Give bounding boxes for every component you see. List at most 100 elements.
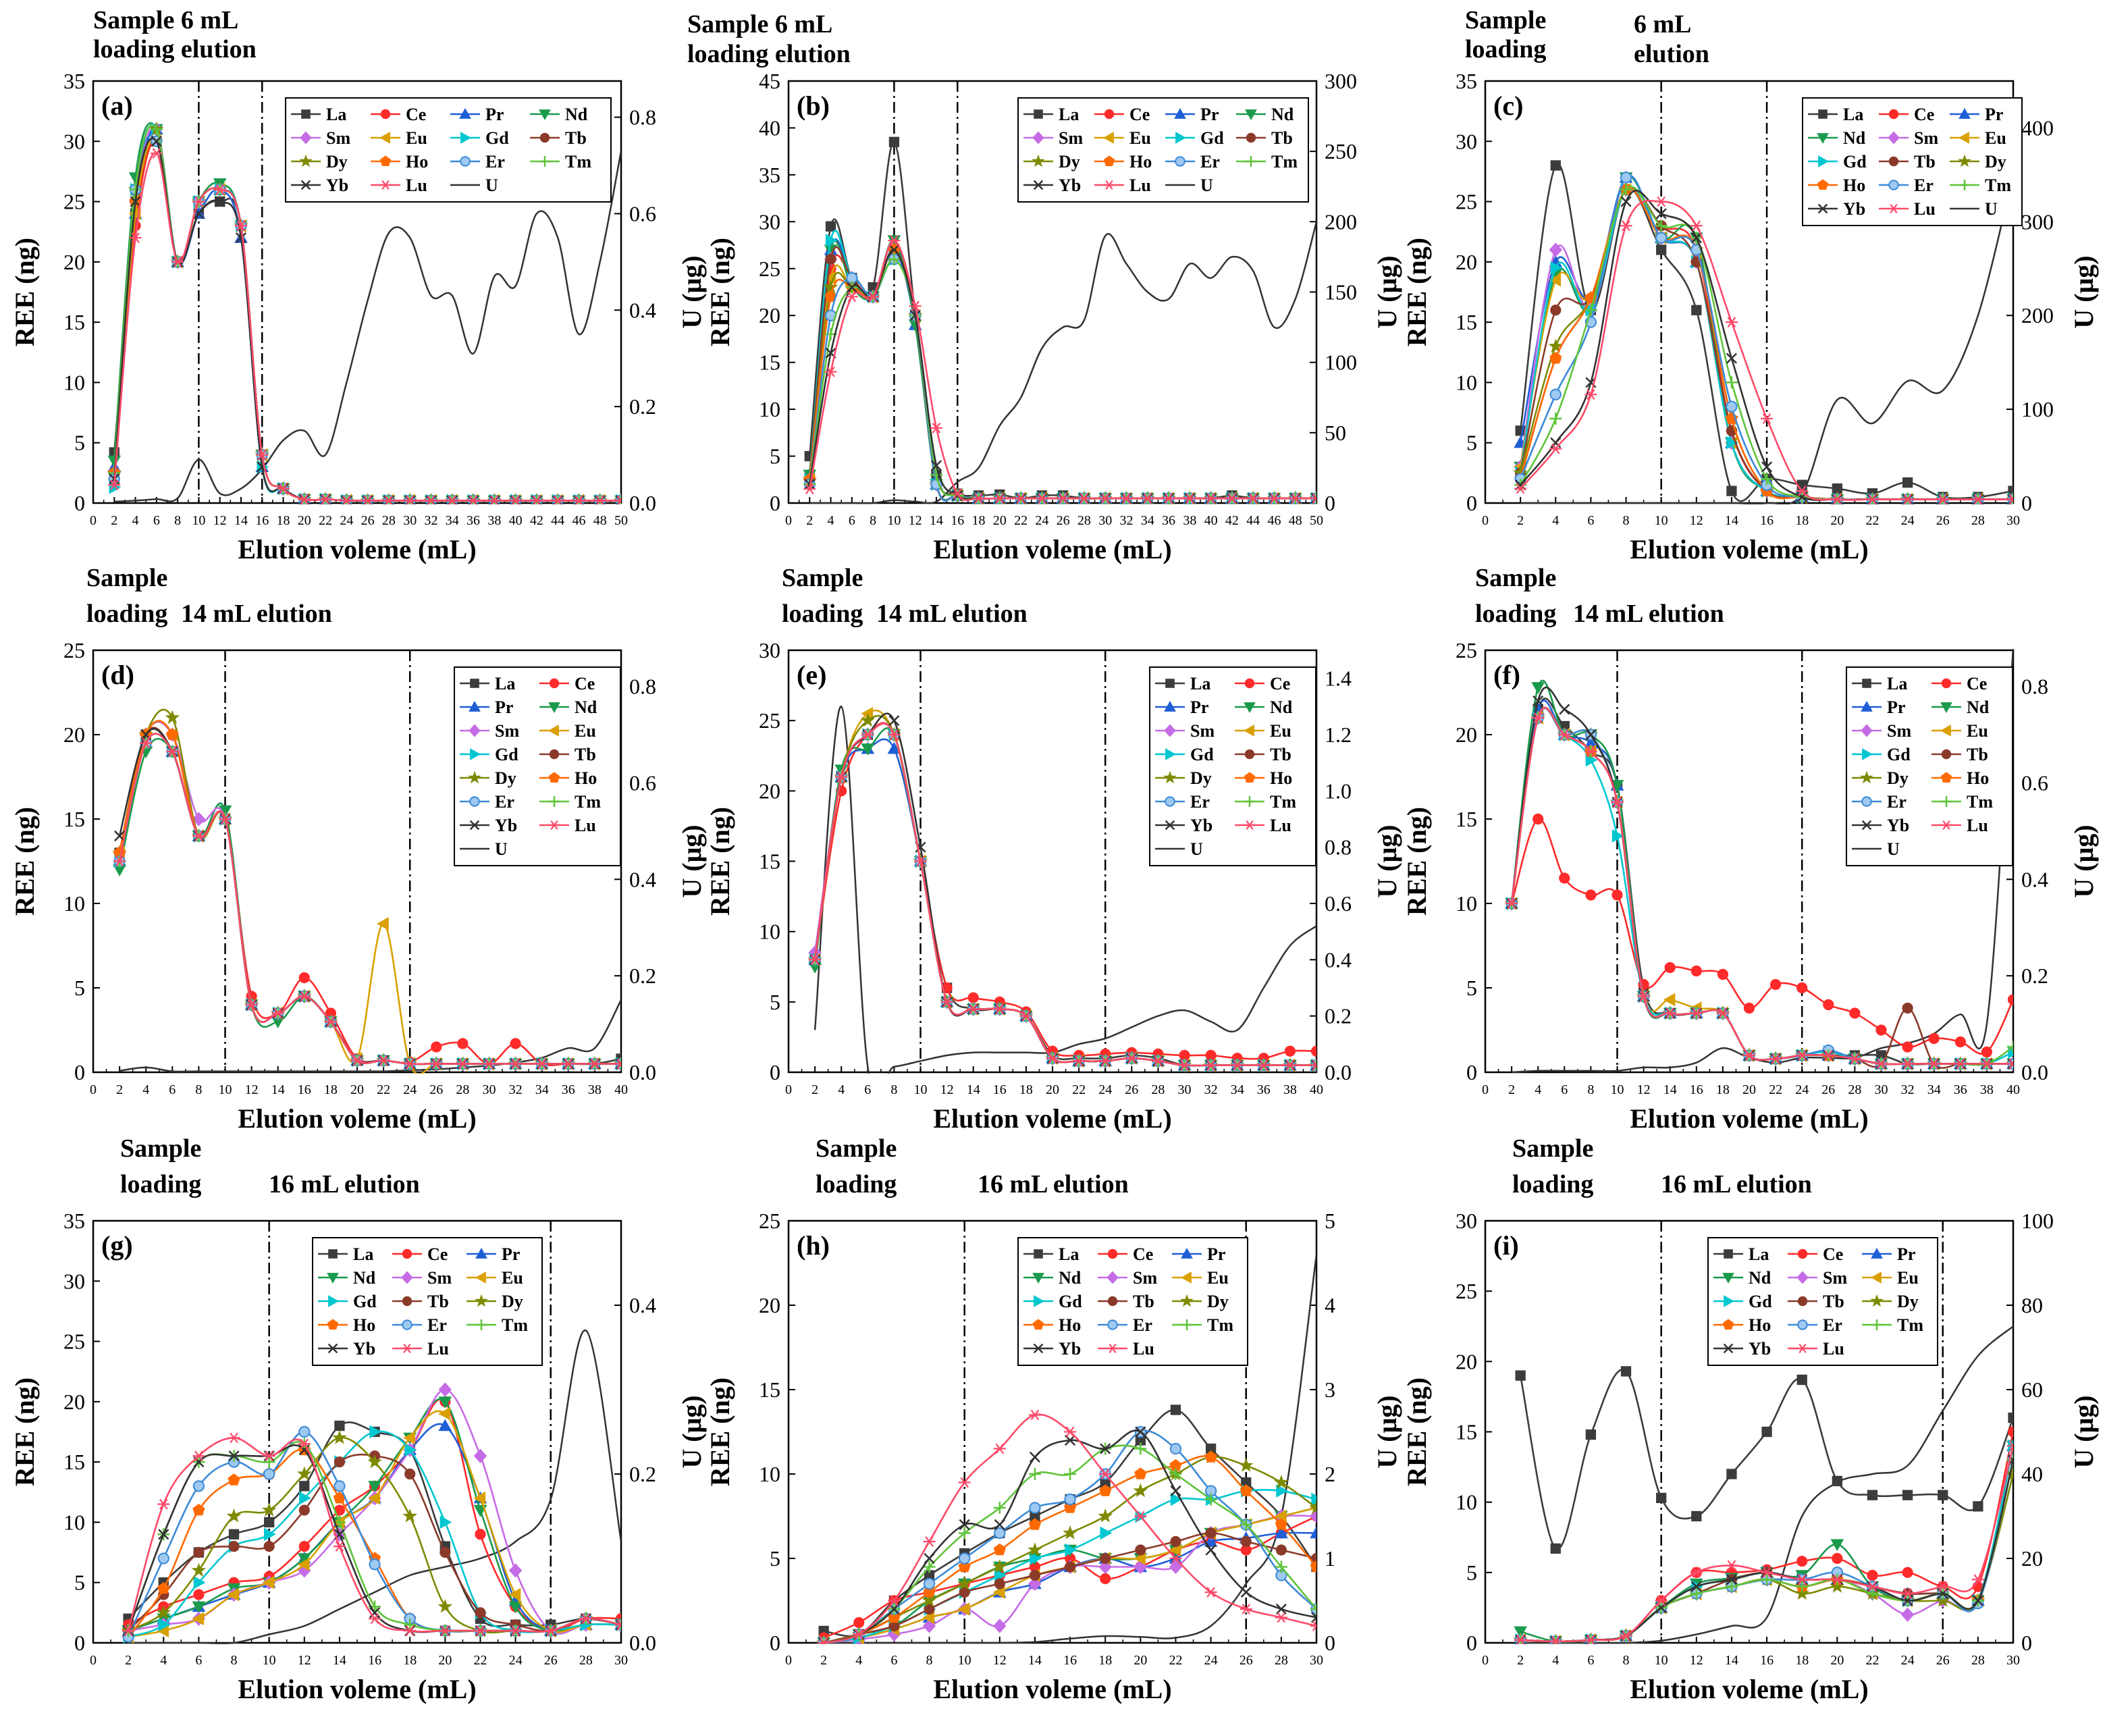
legend-label: Lu: [406, 176, 427, 195]
x-tick-label: 20: [1134, 1653, 1147, 1668]
series-Lu: [818, 1409, 1316, 1644]
legend-box: [1802, 97, 2023, 226]
legend-item-U: U: [1852, 839, 1900, 859]
data-point-Yb: [158, 1529, 169, 1540]
data-point-Yb: [930, 460, 942, 471]
data-point-Gd: [369, 1425, 382, 1439]
legend-item-Sm: Sm: [291, 128, 350, 148]
series-line-U: [1520, 1325, 2013, 1644]
legend-item-Gd: Gd: [1808, 152, 1867, 172]
legend-item-Pr: Pr: [1852, 698, 1905, 717]
data-point-Lu: [213, 184, 226, 195]
x-tick-label: 2: [116, 1082, 123, 1097]
x-tick-label: 24: [403, 1082, 417, 1097]
x-tick-label: 36: [1954, 1082, 1967, 1097]
data-point-Pr: [1275, 1526, 1288, 1539]
legend-item-Ho: Ho: [539, 768, 597, 788]
data-point-La: [264, 1517, 275, 1528]
data-point-Ho: [993, 1543, 1006, 1556]
legend-item-U: U: [450, 176, 498, 195]
plot-area: [816, 1254, 1316, 1644]
legend-label: La: [326, 105, 346, 124]
legend-item-Lu: Lu: [539, 816, 596, 835]
data-point-Gd: [1170, 1492, 1183, 1506]
x-tick-label: 24: [1901, 1653, 1915, 1668]
y-tick-label: 25: [759, 1209, 780, 1233]
legend-item-Gd: Gd: [1023, 1292, 1082, 1311]
legend-label: Lu: [1133, 1339, 1154, 1359]
data-point-Lu: [1866, 1581, 1879, 1592]
chart-panel-d: 0 2 4 6 8 10 12 14 16 18 20 22 24 26 28 30 32 34 36 38 40051…: [9, 564, 707, 1134]
data-point-Lu: [1310, 1059, 1316, 1071]
x-tick-label: 26: [361, 513, 375, 528]
y-tick-label: 0: [74, 1060, 85, 1084]
x-tick-label: 0: [1482, 1653, 1489, 1668]
data-point-Nd: [1514, 1626, 1527, 1639]
data-point-Ce: [457, 1038, 469, 1049]
legend-item-Dy: Dy: [1862, 1292, 1919, 1311]
legend-marker: [1871, 1319, 1882, 1330]
data-point-Er: [298, 1425, 311, 1438]
legend-marker: [328, 1295, 340, 1307]
legend-box: [1707, 1237, 1938, 1366]
x-tick-label: 14: [333, 1653, 346, 1668]
x-tick-label: 0: [90, 1082, 97, 1097]
data-point-Yb: [1135, 1426, 1146, 1438]
x-tick-label: 18: [277, 513, 290, 528]
y-tick-label: 10: [759, 1462, 780, 1486]
y-tick-label: 25: [1456, 1279, 1477, 1303]
series-line-Tb: [1520, 1459, 2013, 1643]
data-point-Tb: [825, 253, 836, 265]
data-point-Lu: [1584, 746, 1597, 757]
legend-item-Nd: Nd: [1236, 105, 1294, 124]
data-point-Lu: [1141, 493, 1154, 504]
data-point-La: [1832, 483, 1842, 494]
legend-marker: [1244, 678, 1255, 689]
data-point-Ce: [1240, 1544, 1252, 1556]
data-point-Lu: [1690, 220, 1703, 232]
data-point-Yb: [1064, 1434, 1076, 1446]
data-point-Lu: [1257, 1059, 1270, 1071]
y-tick-label: 30: [63, 1269, 85, 1293]
data-point-Pr: [1310, 1526, 1316, 1539]
legend-marker: [1107, 1319, 1118, 1330]
data-point-Tb: [1550, 305, 1562, 316]
series-line-Ce: [128, 1398, 621, 1632]
legend-marker: [1941, 796, 1952, 807]
data-point-Tm: [2007, 1041, 2013, 1053]
legend: La Ce Pr Nd Sm Eu Gd Tb Dy Ho Er Tm Yb Lu: [1707, 1237, 1938, 1366]
data-point-Nd: [192, 1601, 206, 1614]
data-point-Tb: [1205, 1527, 1217, 1539]
data-point-Tb: [1902, 1002, 1913, 1014]
legend-item-Gd: Gd: [1852, 745, 1911, 764]
data-point-Lu: [1725, 1560, 1738, 1571]
data-point-Er: [994, 1527, 1006, 1540]
panel-annotation: elution: [1634, 40, 1709, 68]
y2-tick-label: 0.0: [629, 491, 656, 515]
y2-tick-label: 0: [2021, 491, 2032, 515]
plot-area: [1513, 160, 2013, 504]
y-tick-label: 15: [759, 350, 780, 375]
legend-marker: [1796, 1271, 1809, 1284]
legend-item-Eu: Eu: [1094, 128, 1151, 148]
legend-marker: [327, 1273, 339, 1284]
legend-label: Tm: [1897, 1315, 1923, 1335]
legend-item-Gd: Gd: [1713, 1292, 1772, 1311]
y2-axis-label: U (μg): [2069, 255, 2099, 328]
data-point-Lu: [1620, 1630, 1632, 1641]
y-tick-label: 20: [759, 1293, 780, 1317]
legend-label: La: [1843, 105, 1863, 124]
data-point-Lu: [1743, 1050, 1755, 1061]
legend-marker: [476, 1319, 487, 1330]
legend-item-Ce: Ce: [371, 105, 426, 124]
legend-marker: [549, 820, 560, 831]
data-point-Lu: [1125, 1053, 1138, 1064]
x-tick-label: 4: [1535, 1082, 1541, 1097]
data-point-Lu: [1549, 1636, 1562, 1644]
x-tick-label: 40: [509, 513, 523, 528]
legend-marker: [1034, 1249, 1043, 1259]
data-point-Dy: [1794, 1585, 1810, 1600]
data-point-Lu: [509, 495, 522, 504]
y-tick-label: 5: [770, 444, 780, 469]
legend-label: Lu: [575, 816, 596, 835]
